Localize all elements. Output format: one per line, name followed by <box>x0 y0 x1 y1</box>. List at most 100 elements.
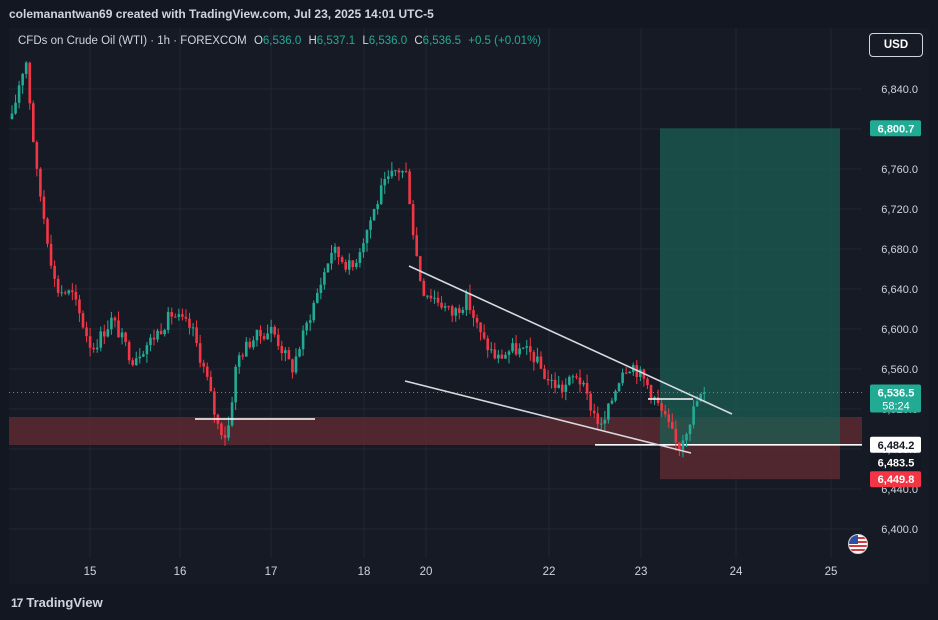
candle-body <box>692 406 695 425</box>
symbol-legend: CFDs on Crude Oil (WTI) · 1h · FOREXCOM … <box>18 35 541 47</box>
candle-body <box>28 62 32 104</box>
candle-body <box>671 421 674 429</box>
candle-body <box>365 229 369 244</box>
candle-body <box>319 284 323 294</box>
candle-body <box>663 410 667 415</box>
candle-body <box>252 340 255 348</box>
candle-body <box>536 356 539 363</box>
candle-body <box>376 204 379 210</box>
candle-body <box>610 400 614 404</box>
y-tick-label: 6,600.0 <box>881 324 918 336</box>
candle-body <box>202 362 205 367</box>
x-tick-label: 20 <box>420 566 433 578</box>
candle-body <box>134 358 138 366</box>
candle-body <box>504 354 507 359</box>
candle-body <box>198 343 202 363</box>
candle-body <box>532 352 536 363</box>
candle-body <box>390 170 394 177</box>
candle-body <box>443 306 447 308</box>
candle-body <box>614 391 617 401</box>
candle-body <box>117 320 120 338</box>
candle-body <box>607 403 610 420</box>
candle-body <box>305 322 308 331</box>
candle-body <box>273 326 276 335</box>
candle-body <box>24 62 28 74</box>
candle-body <box>585 382 589 394</box>
candles <box>10 61 706 458</box>
tradingview-logo[interactable]: 17 TradingView <box>11 595 103 610</box>
candle-body <box>415 235 418 257</box>
candle-body <box>553 379 557 388</box>
legend-high: 6,537.1 <box>316 35 356 47</box>
current-price-bg <box>870 384 921 413</box>
stop-price-label-text: 6,449.8 <box>878 474 915 486</box>
candle-body <box>248 341 252 348</box>
candle-body <box>397 170 401 173</box>
stop-price-label-bg <box>870 471 921 488</box>
candle-body <box>330 252 333 264</box>
candle-body <box>269 326 273 334</box>
candle-body <box>234 366 237 403</box>
candle-body <box>266 333 269 340</box>
candle-body <box>511 343 514 352</box>
candle-body <box>340 257 344 263</box>
candle-body <box>479 322 482 333</box>
candle-body <box>394 170 397 172</box>
candle-body <box>578 377 582 385</box>
y-tick-label: 6,640.0 <box>881 284 918 296</box>
candle-body <box>316 293 319 303</box>
candle-body <box>557 384 560 388</box>
tradingview-logo-icon: 17 <box>11 595 23 610</box>
candle-body <box>113 317 117 321</box>
candle-body <box>568 376 571 385</box>
candle-body <box>621 372 624 384</box>
candle-body <box>465 293 468 310</box>
candle-body <box>458 308 461 313</box>
candle-body <box>337 246 340 258</box>
candle-body <box>245 341 248 357</box>
candle-body <box>312 302 316 321</box>
candle-body <box>99 331 103 348</box>
candle-body <box>120 332 124 338</box>
candle-body <box>685 434 688 441</box>
countdown-text: 58:24 <box>882 401 910 413</box>
candle-body <box>195 327 198 344</box>
candle-body <box>450 306 454 316</box>
candle-body <box>49 243 53 266</box>
y-tick-label: 6,400.0 <box>881 524 918 536</box>
x-axis: 15 16 17 18 20 22 23 24 25 <box>84 566 838 578</box>
candle-body <box>369 220 372 230</box>
us-flag-icon[interactable] <box>848 534 868 554</box>
candle-body <box>372 209 376 221</box>
tradingview-brand: TradingView <box>26 595 103 610</box>
x-tick-label: 25 <box>825 566 838 578</box>
candle-body <box>500 354 504 359</box>
x-tick-label: 16 <box>174 566 187 578</box>
candle-body <box>152 337 156 340</box>
candle-body <box>433 297 436 299</box>
candle-body <box>497 354 500 359</box>
candle-body <box>237 355 241 367</box>
candle-body <box>301 330 305 350</box>
candle-body <box>326 263 330 273</box>
candle-body <box>582 382 585 385</box>
candle-body <box>571 376 575 378</box>
target-price-label-bg <box>870 120 921 137</box>
y-tick-label: 6,560.0 <box>881 364 918 376</box>
candle-body <box>379 185 383 205</box>
candle-body <box>42 196 46 219</box>
candle-body <box>475 317 479 323</box>
candle-body <box>170 312 174 317</box>
candle-body <box>525 346 529 348</box>
candle-body <box>46 218 49 244</box>
candle-body <box>589 393 592 411</box>
currency-button[interactable]: USD <box>869 33 923 57</box>
candle-body <box>667 414 671 422</box>
x-tick-label: 17 <box>265 566 278 578</box>
candle-body <box>60 292 63 294</box>
candle-body <box>440 302 443 308</box>
candle-body <box>74 291 78 300</box>
y-tick-label: 6,760.0 <box>881 164 918 176</box>
candle-body <box>493 349 497 359</box>
